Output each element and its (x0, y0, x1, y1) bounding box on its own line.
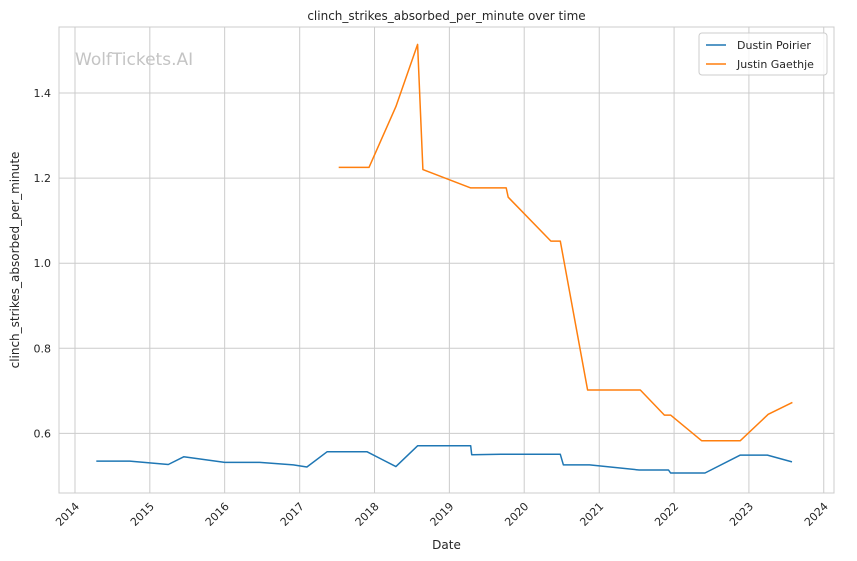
data-point-dustin-poirier-24 (791, 461, 793, 463)
legend: Dustin Poirier Justin Gaethje (698, 32, 828, 76)
x-gridlines (74, 27, 825, 493)
y-tick-label: 1.0 (34, 257, 52, 270)
data-point-justin-gaethje-0 (338, 166, 340, 168)
x-tick-label: 2017 (278, 500, 307, 529)
data-point-justin-gaethje-16 (767, 413, 769, 415)
y-axis-label: clinch_strikes_absorbed_per_minute (8, 152, 22, 369)
data-point-dustin-poirier-18 (638, 469, 640, 471)
data-point-dustin-poirier-9 (366, 451, 368, 453)
x-tick-label: 2022 (652, 500, 681, 529)
x-axis-label: Date (432, 538, 461, 552)
data-point-dustin-poirier-15 (559, 453, 561, 455)
y-tick-label: 1.4 (34, 87, 52, 100)
x-tick-label: 2020 (502, 500, 531, 529)
data-point-justin-gaethje-15 (739, 440, 741, 442)
y-tick-label: 1.2 (34, 172, 52, 185)
series-layer (95, 43, 793, 474)
data-point-justin-gaethje-9 (559, 240, 561, 242)
data-point-justin-gaethje-3 (417, 43, 419, 45)
data-point-justin-gaethje-14 (701, 440, 703, 442)
data-point-dustin-poirier-10 (395, 466, 397, 468)
data-point-justin-gaethje-8 (550, 240, 552, 242)
y-tick-labels: 0.6 0.8 1.0 1.2 1.4 (34, 87, 52, 440)
data-point-dustin-poirier-21 (704, 472, 706, 474)
data-point-dustin-poirier-0 (95, 460, 97, 462)
x-tick-label: 2021 (577, 500, 606, 529)
data-point-dustin-poirier-2 (167, 464, 169, 466)
y-gridlines (59, 92, 834, 434)
legend-label-justin-gaethje: Justin Gaethje (736, 58, 814, 71)
data-point-dustin-poirier-11 (417, 445, 419, 447)
data-point-dustin-poirier-8 (326, 451, 328, 453)
legend-label-dustin-poirier: Dustin Poirier (737, 39, 811, 52)
data-point-dustin-poirier-22 (739, 454, 741, 456)
data-point-justin-gaethje-13 (670, 414, 672, 416)
series-line-dustin-poirier (96, 445, 793, 474)
x-tick-label: 2018 (353, 500, 382, 529)
data-point-justin-gaethje-17 (791, 401, 793, 403)
plot-area (58, 26, 835, 494)
data-point-justin-gaethje-6 (505, 187, 507, 189)
legend-box (698, 32, 828, 76)
y-tick-label: 0.6 (34, 427, 52, 440)
data-point-justin-gaethje-10 (587, 389, 589, 391)
data-point-dustin-poirier-17 (589, 464, 591, 466)
x-tick-label: 2016 (203, 500, 232, 529)
watermark: WolfTickets.AI (75, 50, 193, 70)
data-point-justin-gaethje-1 (368, 166, 370, 168)
data-point-dustin-poirier-1 (129, 460, 131, 462)
data-point-dustin-poirier-20 (670, 472, 672, 474)
data-point-justin-gaethje-12 (663, 414, 665, 416)
x-tick-label: 2014 (53, 500, 82, 529)
x-tick-label: 2019 (428, 500, 457, 529)
x-tick-label: 2023 (727, 500, 756, 529)
data-point-dustin-poirier-5 (259, 461, 261, 463)
data-point-justin-gaethje-11 (639, 389, 641, 391)
data-point-dustin-poirier-3 (183, 456, 185, 458)
data-point-dustin-poirier-19 (668, 469, 670, 471)
data-point-justin-gaethje-5 (470, 187, 472, 189)
data-point-dustin-poirier-12 (470, 445, 472, 447)
x-tick-label: 2015 (128, 500, 157, 529)
data-point-dustin-poirier-4 (224, 461, 226, 463)
series-line-justin-gaethje (338, 43, 793, 442)
data-point-dustin-poirier-23 (766, 454, 768, 456)
data-point-dustin-poirier-16 (562, 464, 564, 466)
data-point-justin-gaethje-4 (422, 169, 424, 171)
data-point-dustin-poirier-13 (471, 454, 473, 456)
data-point-dustin-poirier-14 (500, 453, 502, 455)
data-point-justin-gaethje-7 (507, 196, 509, 198)
x-tick-label: 2024 (802, 500, 831, 529)
data-point-dustin-poirier-7 (306, 466, 308, 468)
data-point-justin-gaethje-2 (395, 106, 397, 108)
data-point-dustin-poirier-6 (292, 464, 294, 466)
y-tick-label: 0.8 (34, 342, 52, 355)
chart-title: clinch_strikes_absorbed_per_minute over … (307, 9, 585, 23)
x-tick-labels: 2014 2015 2016 2017 2018 2019 2020 2021 2022 2023… (53, 500, 831, 529)
